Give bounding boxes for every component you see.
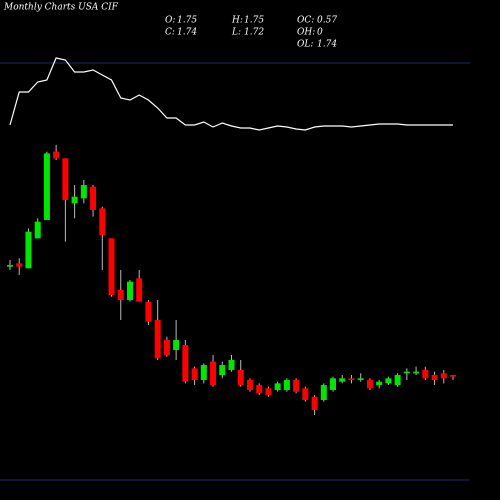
candle-body: [422, 370, 429, 379]
candle-body: [90, 186, 97, 210]
stat-label: L:: [231, 28, 241, 38]
candle-body: [210, 361, 217, 385]
candle-body: [366, 380, 373, 389]
candle-body: [16, 263, 23, 267]
stat-value: 1.72: [244, 28, 264, 38]
candle-body: [376, 381, 383, 385]
candle-body: [293, 380, 300, 392]
candle-body: [7, 265, 13, 267]
candle-body: [136, 278, 143, 302]
candle-body: [126, 281, 133, 300]
indicator-line: [9, 57, 453, 131]
candle-body: [117, 290, 124, 300]
candle-body: [302, 388, 309, 400]
candle-body: [200, 365, 207, 380]
candle-body: [71, 196, 78, 204]
candle-body: [394, 375, 401, 385]
candle-body: [191, 368, 198, 380]
stat-value: 1.74: [317, 40, 337, 50]
stat-label: OH:: [297, 28, 315, 38]
stat-value: 1.75: [244, 16, 264, 26]
candle-body: [265, 388, 272, 395]
stat-label: OL:: [297, 40, 313, 50]
candle-body: [320, 385, 327, 400]
candle-body: [154, 320, 161, 359]
candle-body: [228, 360, 235, 370]
candle-body: [339, 378, 346, 382]
candle-body: [385, 378, 392, 384]
candle-body: [348, 378, 355, 380]
candle-body: [440, 373, 447, 379]
candle-body: [330, 378, 337, 390]
candle-body: [256, 385, 263, 394]
stat-label: C:: [165, 28, 175, 38]
candle-body: [43, 153, 50, 220]
candle-body: [145, 301, 152, 322]
candle-body: [108, 238, 115, 295]
candle-body: [274, 383, 281, 390]
candle-body: [431, 375, 438, 380]
candle-body: [357, 378, 364, 380]
candle-body: [99, 208, 106, 235]
indicator: [9, 57, 453, 131]
stat-label: O:: [165, 16, 175, 26]
candle-body: [311, 396, 318, 410]
candle-body: [450, 375, 456, 377]
stat-value: 0.57: [317, 16, 337, 26]
stat-label: OC:: [297, 16, 314, 26]
stat-value: 1.75: [177, 16, 197, 26]
candle-body: [413, 371, 420, 374]
candle-body: [62, 158, 69, 200]
candle-body: [219, 365, 226, 375]
candle-body: [403, 371, 410, 374]
candles: [7, 145, 456, 415]
candle-body: [173, 340, 180, 350]
candle-body: [53, 151, 60, 159]
stat-value: 0: [317, 28, 323, 38]
candle-body: [283, 380, 290, 390]
stats: O: 1.75 H: 1.75 OC: 0.57C: 1.74 L: 1.72 OH: 0OL: 1.…: [165, 16, 337, 50]
candle-body: [80, 185, 87, 199]
stat-label: H:: [231, 16, 243, 26]
candle-body: [246, 380, 253, 390]
candle-body: [182, 345, 189, 382]
chart-title: Monthly Charts USA CIF: [3, 3, 119, 13]
candle-body: [34, 221, 41, 239]
candle-body: [237, 370, 244, 385]
candle-body: [163, 340, 170, 355]
candle-body: [25, 231, 32, 269]
stat-value: 1.74: [177, 28, 197, 38]
